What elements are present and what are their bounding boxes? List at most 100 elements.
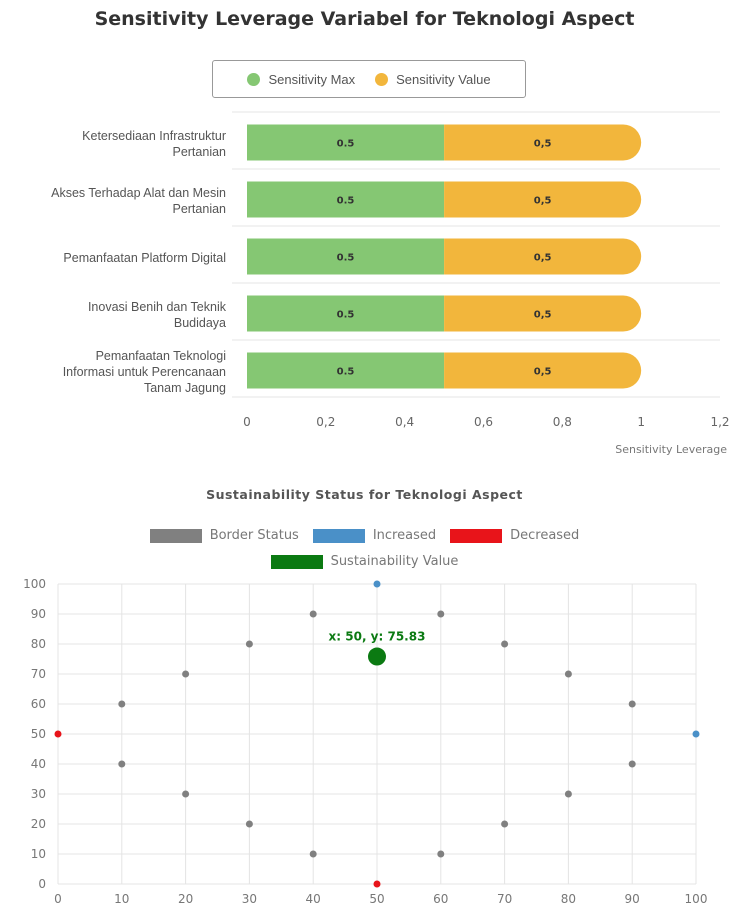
legend-label: Sustainability Value	[330, 554, 459, 569]
category-label-line: Informasi untuk Perencanaan	[62, 364, 226, 379]
bar-segment	[247, 124, 445, 161]
x-tick-label: 10	[114, 892, 129, 906]
y-tick-label: 90	[31, 607, 46, 621]
scatter-point	[501, 820, 509, 828]
legend-swatch	[149, 528, 202, 543]
category-label-line: Ketersediaan Infrastruktur	[82, 128, 226, 143]
legend-item-sustainability-value[interactable]: Sustainability Value	[270, 554, 459, 569]
data-label: 0.5	[337, 310, 355, 321]
chart-title: Sensitivity Leverage Variabel for Teknol…	[94, 8, 635, 30]
category-label: Inovasi Benih dan Teknik Budidaya	[0, 299, 226, 331]
scatter-point	[564, 670, 572, 678]
data-label: 0.5	[337, 253, 355, 264]
data-label: 0.5	[337, 196, 355, 207]
scatter-point	[182, 670, 190, 678]
scatter-point	[182, 790, 190, 798]
category-label-line: Akses Terhadap Alat dan Mesin	[51, 185, 226, 200]
x-tick-label: 1,2	[710, 415, 729, 429]
x-tick-label: 80	[561, 892, 576, 906]
scatter-point	[54, 730, 62, 738]
legend-swatch	[450, 528, 503, 543]
bar-segment	[247, 238, 445, 275]
legend-swatch	[312, 528, 365, 543]
scatter-point	[628, 760, 636, 768]
y-tick-label: 30	[31, 787, 46, 801]
category-label-line: Budidaya	[173, 315, 226, 330]
data-label: 0.5	[337, 367, 355, 378]
data-label: 0.5	[337, 139, 355, 150]
scatter-point	[373, 880, 381, 888]
legend-label: Sensitivity Value	[396, 71, 491, 87]
data-label: 0,5	[534, 139, 552, 150]
scatter-point	[309, 610, 317, 618]
data-label: 0,5	[534, 253, 552, 264]
scatter-legend-row1: Border Status Increased Decreased	[0, 528, 729, 543]
y-tick-label: 0	[38, 877, 46, 891]
category-label-line: Pertanian	[172, 201, 226, 216]
legend-item-decreased[interactable]: Decreased	[450, 528, 579, 543]
bar-segment	[247, 352, 445, 389]
y-tick-label: 100	[23, 577, 46, 591]
legend-item-border-status[interactable]: Border Status	[149, 528, 299, 543]
bar-segment	[444, 181, 642, 218]
scatter-point	[437, 610, 445, 618]
category-label: Akses Terhadap Alat dan Mesin Pertanian	[0, 185, 226, 217]
scatter-point	[564, 790, 572, 798]
legend-swatch	[270, 554, 323, 569]
scatter-point	[501, 640, 509, 648]
category-label-line: Pemanfaatan Platform Digital	[63, 250, 226, 265]
y-tick-label: 40	[31, 757, 46, 771]
y-tick-label: 60	[31, 697, 46, 711]
data-label: 0,5	[534, 196, 552, 207]
x-tick-label: 20	[178, 892, 193, 906]
x-tick-label: 0	[243, 415, 251, 429]
category-label: Pemanfaatan Platform Digital	[0, 250, 226, 266]
category-label: Pemanfaatan Teknologi Informasi untuk Per…	[0, 348, 226, 396]
category-label-line: Inovasi Benih dan Teknik	[87, 299, 226, 314]
x-tick-label: 50	[369, 892, 384, 906]
bar-segment	[247, 295, 445, 332]
data-label: 0,5	[534, 367, 552, 378]
data-label: 0,5	[534, 310, 552, 321]
bar-chart: 0.5 0,5 0.5 0,5 0.5 0,5 0.5 0,5 0.5 0,5 0 0,2 0,4 0,6…	[232, 111, 729, 456]
scatter-point	[118, 700, 126, 708]
x-tick-label: 70	[497, 892, 512, 906]
x-tick-label: 60	[433, 892, 448, 906]
scatter-point	[309, 850, 317, 858]
x-tick-label: 0,6	[474, 415, 493, 429]
bar-segment	[444, 238, 642, 275]
x-tick-label: 40	[306, 892, 321, 906]
y-tick-label: 70	[31, 667, 46, 681]
scatter-point	[692, 730, 700, 738]
x-tick-label: 0,2	[316, 415, 335, 429]
x-tick-label: 1	[637, 415, 645, 429]
category-label-line: Tanam Jagung	[143, 380, 226, 395]
bar-legend: Sensitivity Max Sensitivity Value	[212, 60, 526, 98]
bar-segment	[444, 124, 642, 161]
y-tick-label: 20	[31, 817, 46, 831]
scatter-legend-row2: Sustainability Value	[0, 554, 729, 569]
scatter-point	[118, 760, 126, 768]
bar-segment	[444, 352, 642, 389]
x-tick-label: 90	[625, 892, 640, 906]
legend-swatch	[375, 72, 389, 86]
x-tick-label: 0,4	[395, 415, 414, 429]
category-label-line: Pemanfaatan Teknologi	[95, 348, 226, 363]
legend-label: Decreased	[510, 528, 580, 543]
legend-swatch	[247, 72, 261, 86]
legend-item-increased[interactable]: Increased	[312, 528, 436, 543]
point-annotation: x: 50, y: 75.83	[329, 630, 426, 644]
legend-item-sensitivity-max[interactable]: Sensitivity Max	[247, 72, 355, 87]
sustainability-point	[368, 647, 386, 666]
y-tick-label: 80	[31, 637, 46, 651]
category-label-line: Pertanian	[172, 144, 226, 159]
y-tick-label: 10	[31, 847, 46, 861]
scatter-point	[245, 820, 253, 828]
bar-segment	[444, 295, 642, 332]
category-label: Ketersediaan Infrastruktur Pertanian	[0, 128, 226, 160]
scatter-point	[245, 640, 253, 648]
legend-label: Border Status	[209, 528, 299, 543]
legend-label: Sensitivity Max	[268, 71, 356, 87]
legend-item-sensitivity-value[interactable]: Sensitivity Value	[375, 71, 491, 87]
scatter-point	[373, 580, 381, 588]
